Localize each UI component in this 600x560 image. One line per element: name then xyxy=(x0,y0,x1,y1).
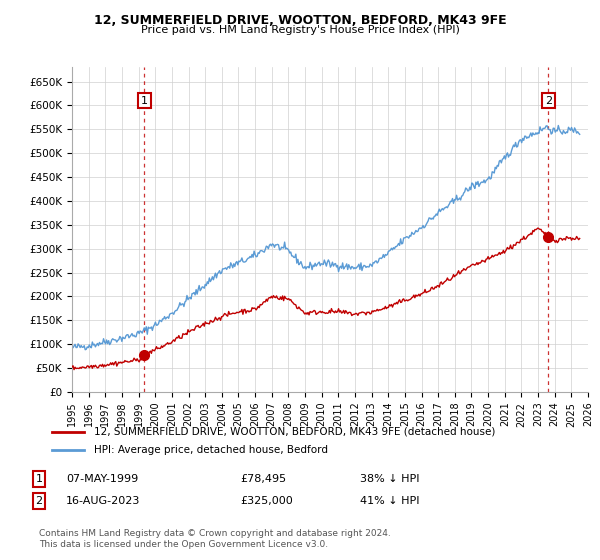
Text: HPI: Average price, detached house, Bedford: HPI: Average price, detached house, Bedf… xyxy=(94,445,328,455)
Text: 16-AUG-2023: 16-AUG-2023 xyxy=(66,496,140,506)
Text: 1: 1 xyxy=(35,474,43,484)
Text: 2: 2 xyxy=(35,496,43,506)
Text: 41% ↓ HPI: 41% ↓ HPI xyxy=(360,496,419,506)
Text: 38% ↓ HPI: 38% ↓ HPI xyxy=(360,474,419,484)
Text: 1: 1 xyxy=(141,96,148,106)
Text: 2: 2 xyxy=(545,96,552,106)
Text: £78,495: £78,495 xyxy=(240,474,286,484)
Text: 12, SUMMERFIELD DRIVE, WOOTTON, BEDFORD, MK43 9FE: 12, SUMMERFIELD DRIVE, WOOTTON, BEDFORD,… xyxy=(94,14,506,27)
Text: 12, SUMMERFIELD DRIVE, WOOTTON, BEDFORD, MK43 9FE (detached house): 12, SUMMERFIELD DRIVE, WOOTTON, BEDFORD,… xyxy=(94,427,496,437)
Text: 07-MAY-1999: 07-MAY-1999 xyxy=(66,474,138,484)
Text: £325,000: £325,000 xyxy=(240,496,293,506)
Text: Price paid vs. HM Land Registry's House Price Index (HPI): Price paid vs. HM Land Registry's House … xyxy=(140,25,460,35)
Text: Contains HM Land Registry data © Crown copyright and database right 2024.
This d: Contains HM Land Registry data © Crown c… xyxy=(39,529,391,549)
